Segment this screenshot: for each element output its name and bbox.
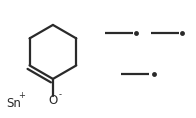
Text: Sn: Sn [6,97,21,110]
Text: O: O [48,94,58,107]
Text: -: - [58,90,61,99]
Text: +: + [19,91,25,100]
